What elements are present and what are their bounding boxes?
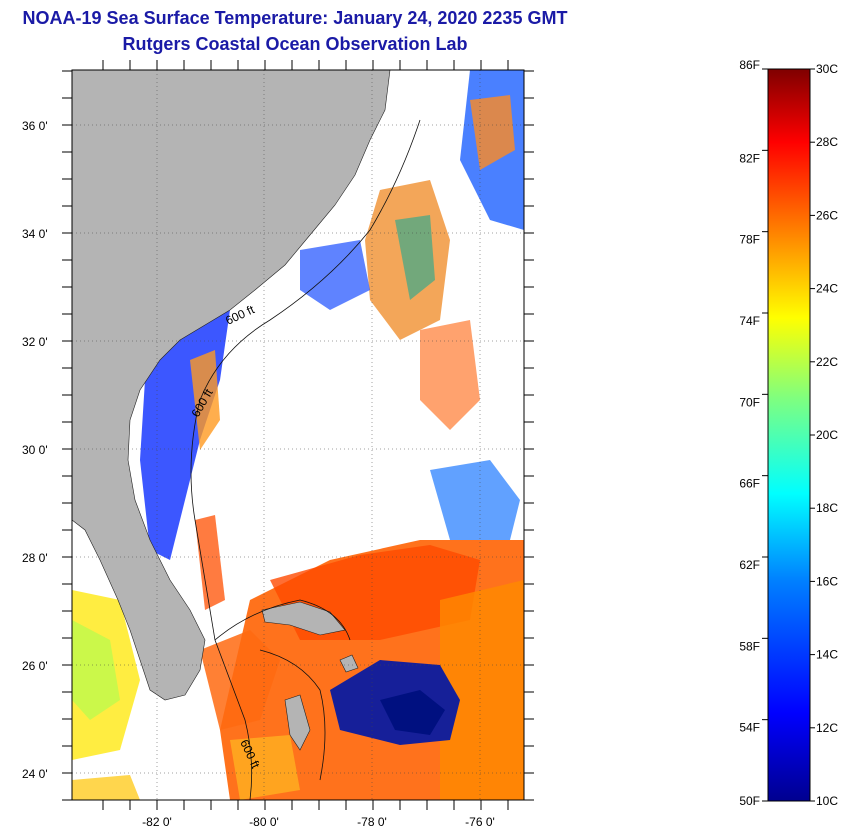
colorbar-f-label: 66F bbox=[739, 477, 760, 491]
colorbar-c-label: 12C bbox=[816, 721, 838, 735]
lat-tick-label: 34 0' bbox=[22, 227, 48, 241]
lon-tick-label: -76 0' bbox=[465, 815, 495, 829]
colorbar-f-label: 78F bbox=[739, 233, 760, 247]
lon-tick-label: -80 0' bbox=[249, 815, 279, 829]
colorbar-c-label: 10C bbox=[816, 794, 838, 808]
frame-ticks bbox=[62, 60, 534, 810]
longitude-axis: -82 0' -80 0' -78 0' -76 0' bbox=[142, 815, 495, 829]
lon-tick-label: -82 0' bbox=[142, 815, 172, 829]
land-bahamas-2 bbox=[284, 694, 311, 751]
colorbar-f-label: 62F bbox=[739, 558, 760, 572]
colorbar-f-label: 86F bbox=[739, 58, 760, 72]
colorbar-gradient bbox=[767, 68, 811, 802]
land-bahamas-1 bbox=[261, 601, 346, 636]
lat-tick-label: 36 0' bbox=[22, 119, 48, 133]
map-plot: 600 ft 600 ft 600 ft bbox=[72, 70, 524, 800]
colorbar-f-label: 74F bbox=[739, 314, 760, 328]
map-subtitle: Rutgers Coastal Ocean Observation Lab bbox=[122, 34, 468, 54]
colorbar-c-label: 30C bbox=[816, 62, 838, 76]
colorbar-c-label: 28C bbox=[816, 135, 838, 149]
colorbar-c-label: 24C bbox=[816, 282, 838, 296]
lat-tick-label: 30 0' bbox=[22, 443, 48, 457]
graticule bbox=[72, 70, 524, 800]
colorbar-c-label: 14C bbox=[816, 648, 838, 662]
colorbar-c-label: 20C bbox=[816, 428, 838, 442]
colorbar-ticks: 86F 82F 78F 74F 70F 66F 62F 58F 54F 50F 30C 28C 26C 2… bbox=[739, 58, 838, 808]
lat-tick-label: 24 0' bbox=[22, 767, 48, 781]
colorbar: 86F 82F 78F 74F 70F 66F 62F 58F 54F 50F 30C 28C 26C 2… bbox=[739, 58, 838, 808]
lat-tick-label: 32 0' bbox=[22, 335, 48, 349]
map-frame bbox=[71, 69, 525, 801]
colorbar-c-label: 22C bbox=[816, 355, 838, 369]
colorbar-c-label: 16C bbox=[816, 574, 838, 588]
isobath-contours bbox=[190, 119, 421, 800]
lon-tick-label: -78 0' bbox=[357, 815, 387, 829]
colorbar-f-label: 54F bbox=[739, 721, 760, 735]
lat-tick-label: 26 0' bbox=[22, 659, 48, 673]
colorbar-f-label: 50F bbox=[739, 794, 760, 808]
colorbar-c-label: 18C bbox=[816, 501, 838, 515]
map-title: NOAA-19 Sea Surface Temperature: January… bbox=[22, 8, 568, 28]
colorbar-f-label: 82F bbox=[739, 151, 760, 165]
latitude-axis: 36 0' 34 0' 32 0' 30 0' 28 0' 26 0' 24 0… bbox=[22, 119, 48, 781]
land-mass-us bbox=[72, 70, 391, 701]
colorbar-c-label: 26C bbox=[816, 208, 838, 222]
colorbar-f-label: 70F bbox=[739, 395, 760, 409]
colorbar-f-label: 58F bbox=[739, 639, 760, 653]
lat-tick-label: 28 0' bbox=[22, 551, 48, 565]
land-bahamas-3 bbox=[339, 654, 359, 673]
